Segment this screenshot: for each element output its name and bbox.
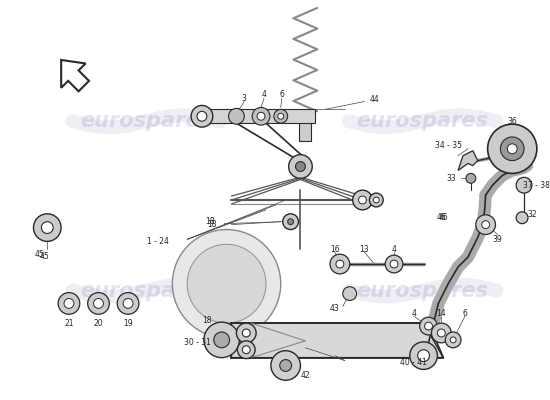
Text: 19: 19 [123,319,133,328]
Text: 18: 18 [202,316,212,325]
Text: 1 - 24: 1 - 24 [147,237,168,246]
Polygon shape [458,151,478,170]
Circle shape [488,124,537,174]
Circle shape [197,111,207,121]
Circle shape [359,196,366,204]
Text: 36: 36 [507,117,517,126]
Circle shape [58,292,80,314]
Circle shape [214,332,229,348]
Circle shape [117,292,139,314]
Circle shape [390,260,398,268]
Circle shape [238,341,255,358]
Text: 20: 20 [94,319,103,328]
Text: 4: 4 [411,309,416,318]
Circle shape [431,323,451,343]
Circle shape [252,108,270,125]
Circle shape [336,260,344,268]
Circle shape [425,322,432,330]
Circle shape [373,197,380,203]
Polygon shape [299,111,311,141]
Polygon shape [232,323,443,358]
Text: 40 - 41: 40 - 41 [400,358,427,367]
Text: 45: 45 [35,250,45,259]
Circle shape [64,298,74,308]
Text: 34 - 35: 34 - 35 [434,141,461,150]
Circle shape [289,155,312,178]
Polygon shape [202,109,315,123]
Text: 3: 3 [242,94,247,103]
Text: 4: 4 [262,90,266,99]
Circle shape [516,177,532,193]
Circle shape [466,174,476,183]
Text: 39: 39 [493,235,502,244]
Circle shape [446,332,461,348]
Circle shape [191,106,213,127]
Text: eurospares: eurospares [80,281,212,301]
Text: 45: 45 [40,252,49,261]
Text: 32: 32 [527,210,537,219]
Circle shape [280,360,292,372]
Circle shape [482,221,490,228]
Circle shape [204,322,239,358]
Text: 37 - 38: 37 - 38 [524,181,550,190]
Circle shape [330,254,350,274]
Circle shape [236,323,256,343]
Circle shape [353,190,372,210]
Text: 42: 42 [300,371,310,380]
Circle shape [288,219,294,225]
Circle shape [243,329,250,337]
Text: eurospares: eurospares [356,111,488,131]
Circle shape [274,109,288,123]
Text: 6: 6 [463,309,468,318]
Circle shape [34,214,61,241]
Circle shape [516,212,528,224]
Circle shape [41,222,53,234]
Circle shape [187,244,266,323]
Text: 18: 18 [207,220,217,229]
Circle shape [343,287,356,300]
Circle shape [370,193,383,207]
Circle shape [172,230,280,338]
Circle shape [420,317,437,335]
Circle shape [271,351,300,380]
Text: 46: 46 [437,213,446,222]
Text: 46: 46 [438,213,448,222]
Text: eurospares: eurospares [80,111,212,131]
Circle shape [417,350,430,362]
Polygon shape [61,60,89,91]
Text: 14: 14 [437,309,446,318]
Circle shape [410,342,437,370]
Circle shape [243,346,250,354]
Circle shape [278,113,284,119]
Circle shape [507,144,517,154]
Circle shape [295,162,305,172]
Text: 30 - 31: 30 - 31 [184,338,211,347]
Text: 13: 13 [360,245,369,254]
Text: 18: 18 [205,217,214,226]
Circle shape [257,112,265,120]
Text: 43: 43 [330,304,340,313]
Circle shape [385,255,403,273]
Circle shape [476,215,496,234]
Text: 6: 6 [279,90,284,99]
Circle shape [437,329,446,337]
Text: 16: 16 [330,245,340,254]
Circle shape [229,108,244,124]
Circle shape [450,337,456,343]
Text: 44: 44 [370,95,379,104]
Text: 21: 21 [64,319,74,328]
Text: 33: 33 [446,174,456,183]
Text: eurospares: eurospares [356,281,488,301]
Circle shape [94,298,103,308]
Circle shape [123,298,133,308]
Text: 4: 4 [392,245,397,254]
Circle shape [500,137,524,160]
Circle shape [87,292,109,314]
Circle shape [283,214,299,230]
